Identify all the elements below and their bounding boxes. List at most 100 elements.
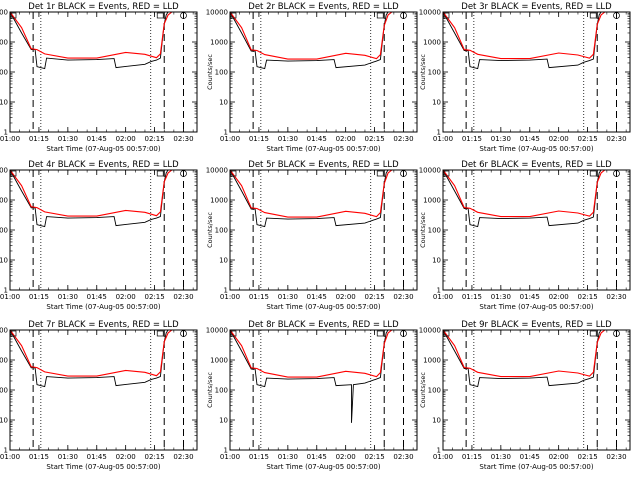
y-tick-label: 100 — [428, 69, 441, 77]
y-tick-label: 10 — [432, 99, 441, 107]
y-axis-label: Counts/sec — [206, 54, 214, 90]
subplot-6: Det 6r BLACK = Events, RED = LLD Counts/s… — [419, 160, 631, 311]
corner-glyph — [230, 330, 237, 337]
plot-frame — [229, 329, 418, 451]
y-tick-label: 100 — [428, 227, 441, 235]
corner-glyph — [589, 12, 597, 19]
y-tick-label: 100 — [215, 69, 228, 77]
y-tick-label: 10000 — [0, 327, 8, 335]
y-tick-label: 10 — [432, 417, 441, 425]
subplot-title: Det 9r BLACK = Events, RED = LLD — [461, 320, 612, 330]
corner-glyph — [443, 330, 450, 337]
series-line-events — [442, 11, 605, 70]
x-tick-label: 01:15 — [29, 453, 49, 461]
series-line-events — [9, 169, 172, 228]
x-tick-label: 02:15 — [144, 135, 164, 143]
x-tick-label: 02:00 — [549, 135, 569, 143]
y-tick-label: 1 — [224, 287, 228, 295]
x-tick-label: 02:00 — [116, 453, 136, 461]
y-tick-label: 1000 — [0, 39, 8, 47]
x-tick-label: 01:45 — [520, 453, 540, 461]
y-tick-label: 10 — [0, 417, 8, 425]
x-tick-label: 01:30 — [58, 453, 78, 461]
y-tick-label: 100 — [428, 387, 441, 395]
y-tick-label: 1 — [437, 447, 441, 455]
x-tick-label: 01:45 — [307, 135, 327, 143]
y-tick-label: 10 — [0, 257, 8, 265]
series-line-lld — [229, 169, 393, 218]
x-tick-label: 01:30 — [491, 293, 511, 301]
x-tick-label: 01:00 — [220, 453, 240, 461]
x-axis-label: Start Time (07-Aug-05 00:57:00) — [479, 463, 593, 471]
x-tick-label: 02:15 — [577, 135, 597, 143]
x-tick-label: 02:15 — [144, 453, 164, 461]
x-axis-label: Start Time (07-Aug-05 00:57:00) — [46, 303, 160, 311]
subplot-9: Det 9r BLACK = Events, RED = LLD Counts/s… — [419, 320, 631, 471]
x-tick-label: 02:30 — [606, 135, 626, 143]
x-tick-label: 01:15 — [29, 293, 49, 301]
x-tick-label: 02:00 — [549, 453, 569, 461]
subplot-title: Det 6r BLACK = Events, RED = LLD — [461, 160, 612, 170]
y-tick-label: 1000 — [423, 197, 441, 205]
y-tick-label: 10 — [219, 417, 228, 425]
series-line-lld — [9, 329, 173, 377]
x-tick-label: 02:00 — [116, 135, 136, 143]
y-tick-label: 1000 — [423, 39, 441, 47]
subplot-title: Det 4r BLACK = Events, RED = LLD — [28, 160, 179, 170]
series-line-events — [442, 329, 605, 388]
y-tick-label: 1000 — [0, 197, 8, 205]
plot-frame — [442, 329, 631, 451]
x-tick-label: 01:30 — [491, 135, 511, 143]
subplot-4: Det 4r BLACK = Events, RED = LLDCounts/s… — [0, 160, 198, 311]
y-tick-label: 1 — [224, 447, 228, 455]
subplot-title: Det 2r BLACK = Events, RED = LLD — [248, 2, 399, 12]
y-tick-label: 10000 — [419, 327, 441, 335]
corner-glyph — [10, 170, 17, 177]
x-tick-label: 01:00 — [0, 453, 20, 461]
x-tick-label: 01:30 — [58, 135, 78, 143]
x-axis-label: Start Time (07-Aug-05 00:57:00) — [46, 463, 160, 471]
y-tick-label: 10000 — [206, 9, 228, 17]
x-tick-label: 02:15 — [364, 293, 384, 301]
corner-glyph — [156, 330, 164, 337]
x-tick-label: 01:45 — [87, 453, 107, 461]
plot-frame — [229, 11, 418, 133]
x-tick-label: 01:15 — [462, 293, 482, 301]
x-tick-label: 02:30 — [173, 453, 193, 461]
x-axis-label: Start Time (07-Aug-05 00:57:00) — [266, 145, 380, 153]
x-tick-label: 02:30 — [173, 135, 193, 143]
series-line-lld — [442, 11, 606, 60]
series-line-lld — [229, 11, 393, 60]
x-axis-label: Start Time (07-Aug-05 00:57:00) — [479, 145, 593, 153]
y-tick-label: 10000 — [0, 9, 8, 17]
corner-glyph — [443, 170, 450, 177]
y-tick-label: 1 — [437, 129, 441, 137]
x-tick-label: 01:45 — [307, 453, 327, 461]
x-tick-label: 01:00 — [0, 293, 20, 301]
y-axis-label: Counts/sec — [206, 212, 214, 248]
x-tick-label: 01:30 — [278, 293, 298, 301]
y-tick-label: 1 — [4, 287, 8, 295]
corner-glyph — [156, 170, 164, 177]
x-tick-label: 01:00 — [433, 293, 453, 301]
series-line-events — [442, 169, 605, 228]
x-tick-label: 01:30 — [278, 135, 298, 143]
subplot-title: Det 8r BLACK = Events, RED = LLD — [248, 320, 399, 330]
plot-frame — [442, 11, 631, 133]
plot-frame — [442, 169, 631, 291]
y-tick-label: 10000 — [419, 9, 441, 17]
x-axis-label: Start Time (07-Aug-05 00:57:00) — [266, 303, 380, 311]
x-tick-label: 02:15 — [577, 293, 597, 301]
x-tick-label: 01:00 — [220, 135, 240, 143]
y-tick-label: 10000 — [0, 167, 8, 175]
x-tick-label: 01:45 — [87, 293, 107, 301]
corner-glyph — [376, 12, 384, 19]
corner-glyph — [376, 170, 384, 177]
series-line-events — [229, 329, 392, 423]
x-tick-label: 01:15 — [249, 135, 269, 143]
x-tick-label: 02:00 — [336, 135, 356, 143]
x-tick-label: 02:00 — [116, 293, 136, 301]
y-tick-label: 10 — [432, 257, 441, 265]
y-tick-label: 10 — [219, 257, 228, 265]
